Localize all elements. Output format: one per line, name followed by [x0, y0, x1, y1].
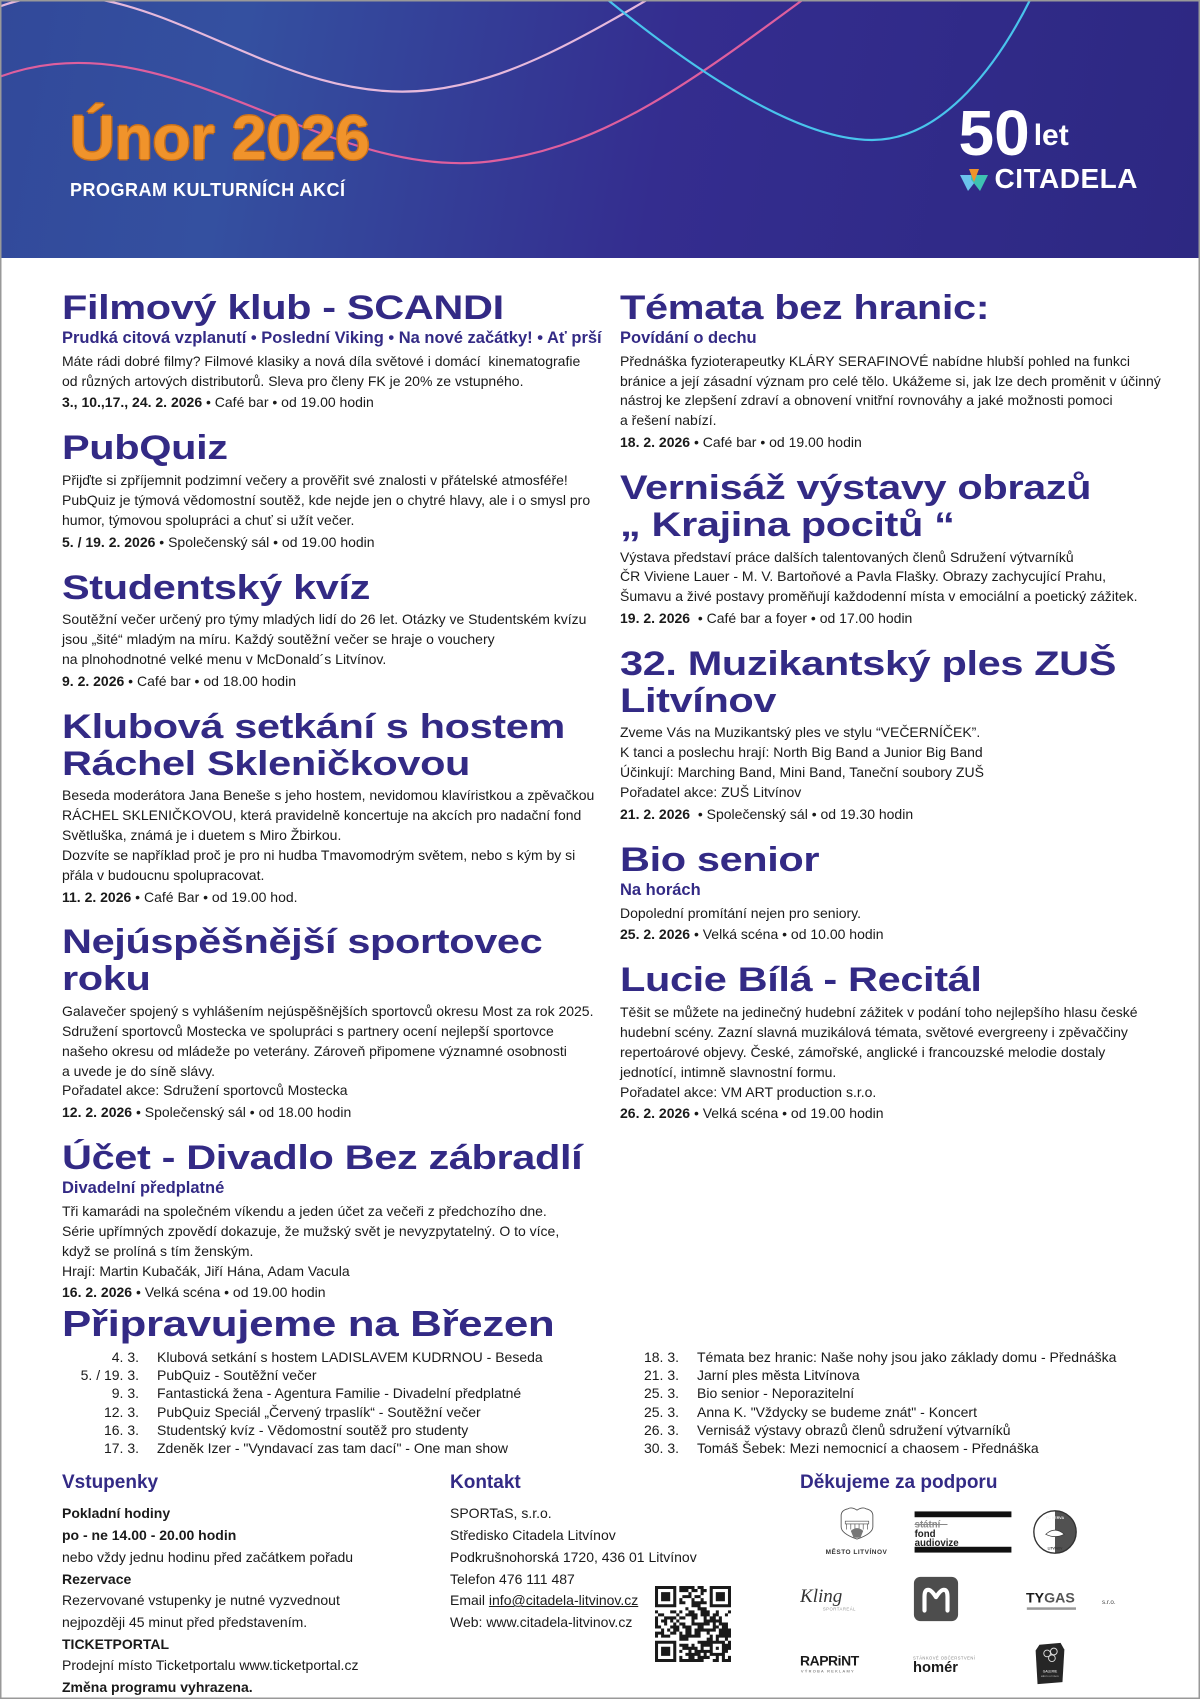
svg-text:VÝROBA REKLAMY: VÝROBA REKLAMY [801, 1669, 855, 1674]
svg-text:LITVÍNOV: LITVÍNOV [1048, 1546, 1064, 1551]
svg-text:FC VERVA: FC VERVA [1046, 1516, 1065, 1520]
svg-text:TYGAS: TYGAS [1026, 1590, 1075, 1606]
svg-text:homér: homér [913, 1660, 958, 1676]
svg-text:Kling: Kling [800, 1586, 842, 1607]
svg-text:GALERIE: GALERIE [1043, 1670, 1058, 1674]
svg-text:SPORTAREÁL: SPORTAREÁL [823, 1606, 856, 1611]
svg-text:STÁNKOVÉ OBČERSTVENÍ: STÁNKOVÉ OBČERSTVENÍ [913, 1655, 976, 1660]
svg-text:RAPRiNT: RAPRiNT [800, 1653, 860, 1669]
svg-text:audiovize: audiovize [915, 1538, 960, 1549]
svg-text:s.r.o.: s.r.o. [1102, 1599, 1116, 1606]
